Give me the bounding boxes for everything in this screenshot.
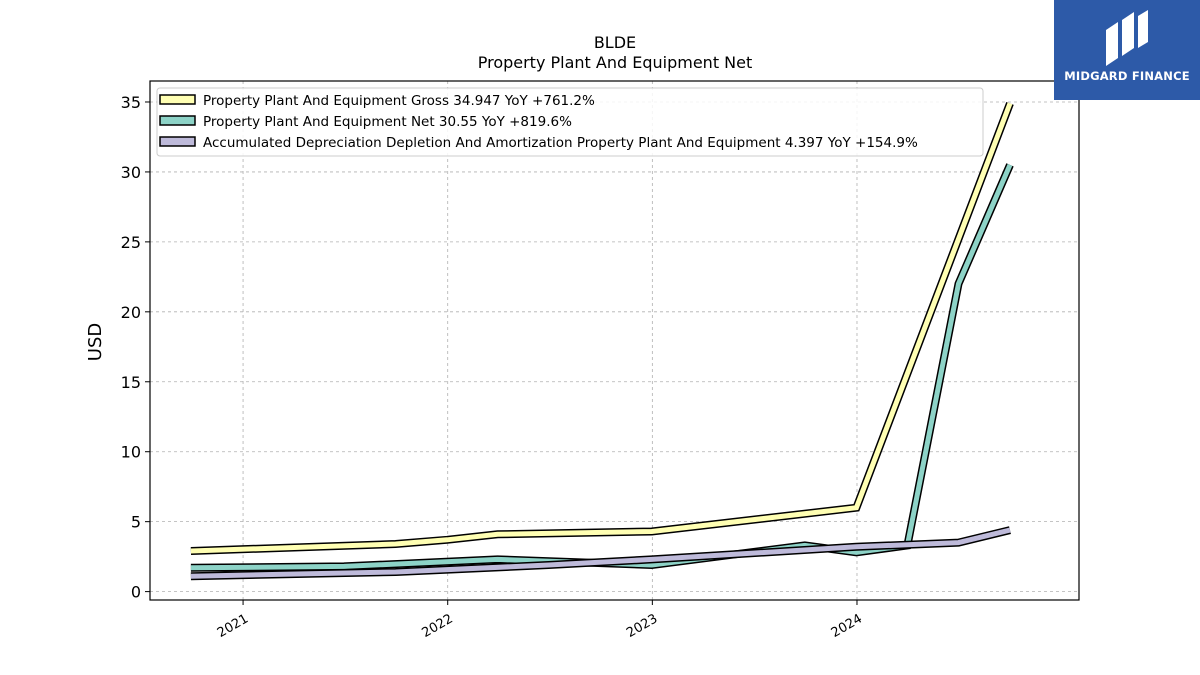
y-tick-label: 0 bbox=[131, 583, 141, 602]
y-tick-label: 5 bbox=[131, 513, 141, 532]
logo-text: MIDGARD FINANCE bbox=[1064, 69, 1190, 83]
series-lines bbox=[190, 101, 1014, 581]
legend-label-2: Property Plant And Equipment Net 30.55 Y… bbox=[203, 114, 572, 130]
logo-mark-icon bbox=[1106, 10, 1148, 66]
series-outline-2 bbox=[190, 163, 1014, 572]
plot-frame bbox=[149, 80, 1080, 601]
x-tick-label: 2021 bbox=[215, 611, 251, 641]
series-line-1 bbox=[190, 102, 1013, 554]
series-line-3 bbox=[190, 527, 1011, 579]
x-tick-label: 2022 bbox=[420, 611, 456, 641]
legend: Property Plant And Equipment Gross 34.94… bbox=[156, 87, 984, 157]
y-tick-label: 20 bbox=[121, 303, 141, 322]
legend-swatch-1 bbox=[159, 94, 196, 105]
y-tick-label: 25 bbox=[121, 233, 141, 252]
legend-swatch-2 bbox=[159, 115, 196, 126]
y-tick-label: 10 bbox=[121, 443, 141, 462]
legend-swatch-3 bbox=[159, 136, 196, 147]
y-tick-label: 15 bbox=[121, 373, 141, 392]
y-axis-label: USD bbox=[85, 323, 106, 361]
legend-label-3: Accumulated Depreciation Depletion And A… bbox=[203, 135, 918, 151]
midgard-finance-logo: MIDGARD FINANCE bbox=[1054, 0, 1200, 100]
legend-label-1: Property Plant And Equipment Gross 34.94… bbox=[203, 93, 595, 109]
y-tick-label: 30 bbox=[121, 163, 141, 182]
grid bbox=[150, 81, 1079, 600]
x-tick-label: 2024 bbox=[829, 611, 865, 641]
x-tick-label: 2023 bbox=[624, 611, 660, 641]
legend-box bbox=[156, 87, 984, 157]
chart-subtitle: Property Plant And Equipment Net bbox=[478, 53, 753, 72]
series-line-2 bbox=[190, 163, 1013, 571]
chart-title: BLDE bbox=[594, 33, 636, 52]
series-outline-1 bbox=[190, 101, 1014, 555]
y-tick-label: 35 bbox=[121, 93, 141, 112]
